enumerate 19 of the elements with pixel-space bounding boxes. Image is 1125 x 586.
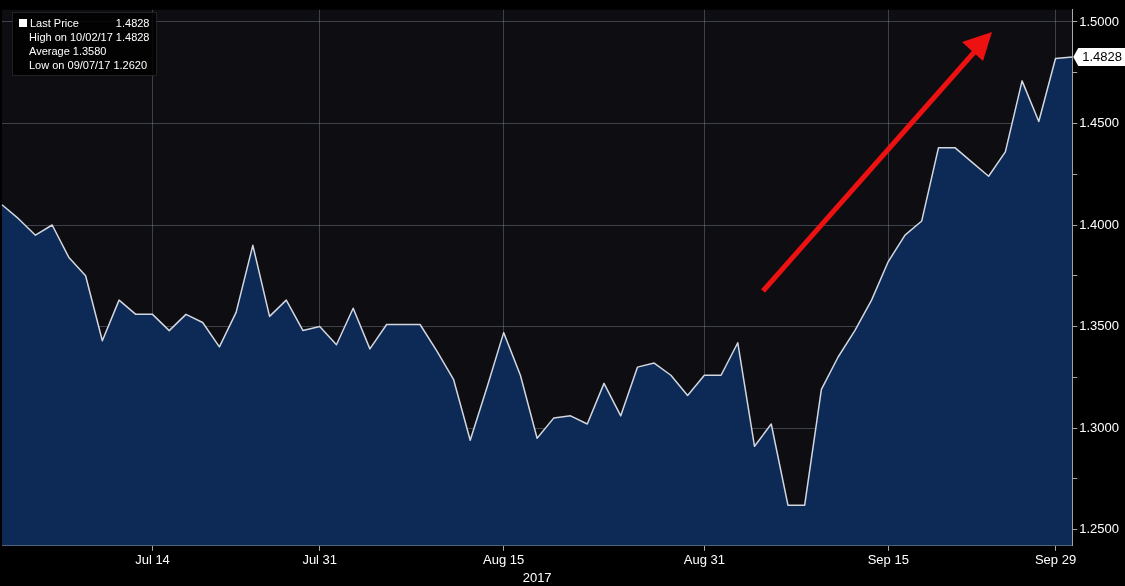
x-tick-label: Sep 15 bbox=[867, 552, 909, 568]
x-tick-label: Aug 31 bbox=[683, 552, 725, 568]
x-tick-label: Jul 31 bbox=[302, 552, 338, 568]
y-tick-label: 1.2500 bbox=[1079, 521, 1119, 537]
y-tick-label: 1.3000 bbox=[1079, 419, 1119, 435]
text: 1.4828 bbox=[1082, 49, 1122, 65]
text: Last Price bbox=[30, 17, 79, 29]
x-tick-label: Sep 29 bbox=[1034, 552, 1077, 568]
y-tick-label: 1.4000 bbox=[1079, 216, 1119, 232]
annotation: 1.4828 bbox=[115, 16, 150, 30]
y-tick-label: 1.5000 bbox=[1079, 13, 1119, 29]
y-tick-label: 1.4500 bbox=[1079, 115, 1119, 131]
annotation: Low on 09/07/17 1.2620 bbox=[28, 58, 149, 72]
x-tick-label: Aug 15 bbox=[483, 552, 525, 568]
annotation: Average 1.3580 bbox=[28, 44, 108, 58]
annotation: High on 10/02/17 1.4828 bbox=[28, 30, 150, 44]
x-tick-label: Jul 14 bbox=[135, 552, 170, 568]
y-tick-label: 1.3500 bbox=[1079, 318, 1119, 334]
x-axis-title: 2017 bbox=[522, 569, 552, 585]
